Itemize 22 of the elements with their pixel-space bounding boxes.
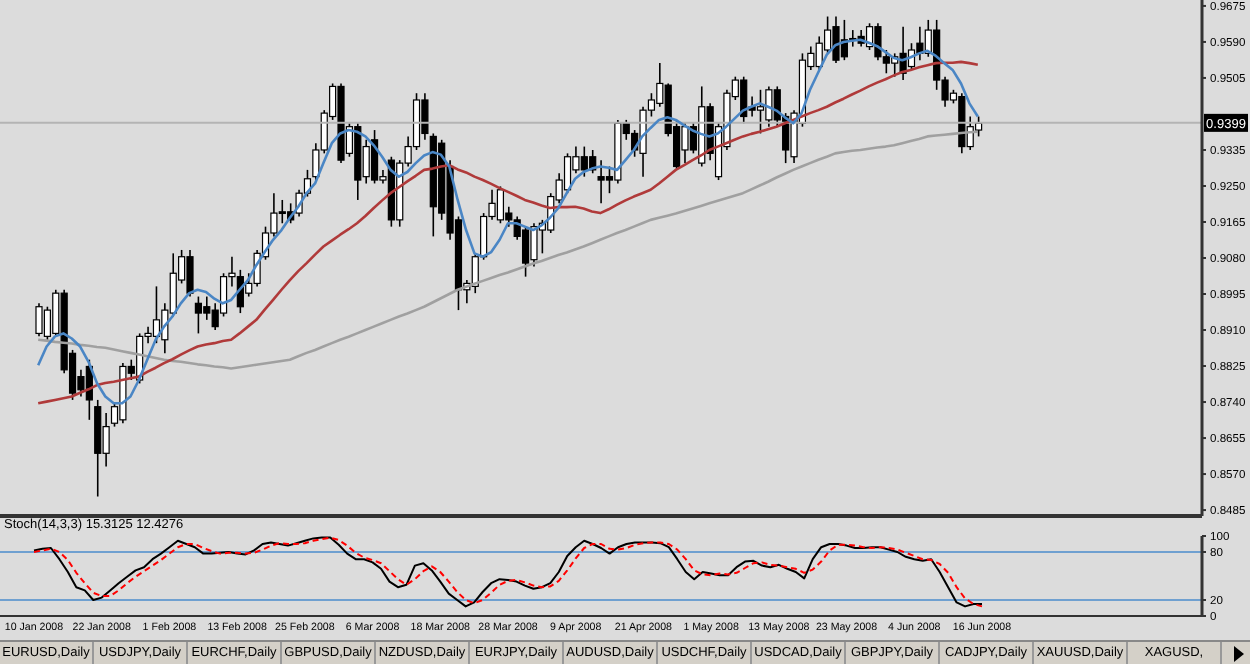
candlestick <box>765 85 773 128</box>
candlestick <box>94 399 102 498</box>
candlestick <box>496 185 505 225</box>
candlestick <box>756 89 765 135</box>
candlestick <box>740 75 748 125</box>
candlestick <box>35 302 43 338</box>
candlestick <box>815 35 823 71</box>
candlestick <box>102 412 110 468</box>
candlestick <box>203 295 211 321</box>
candlestick <box>194 295 202 335</box>
candlestick <box>597 159 605 205</box>
candlestick <box>580 145 588 178</box>
candlestick <box>152 285 161 344</box>
candlestick <box>874 22 882 61</box>
candlestick <box>421 92 429 141</box>
candlestick <box>530 222 538 268</box>
candlestick <box>832 15 840 64</box>
candlestick <box>521 225 530 278</box>
candlestick <box>916 25 924 61</box>
candlestick <box>186 249 194 298</box>
line-series <box>33 536 983 608</box>
candlestick <box>681 122 689 164</box>
